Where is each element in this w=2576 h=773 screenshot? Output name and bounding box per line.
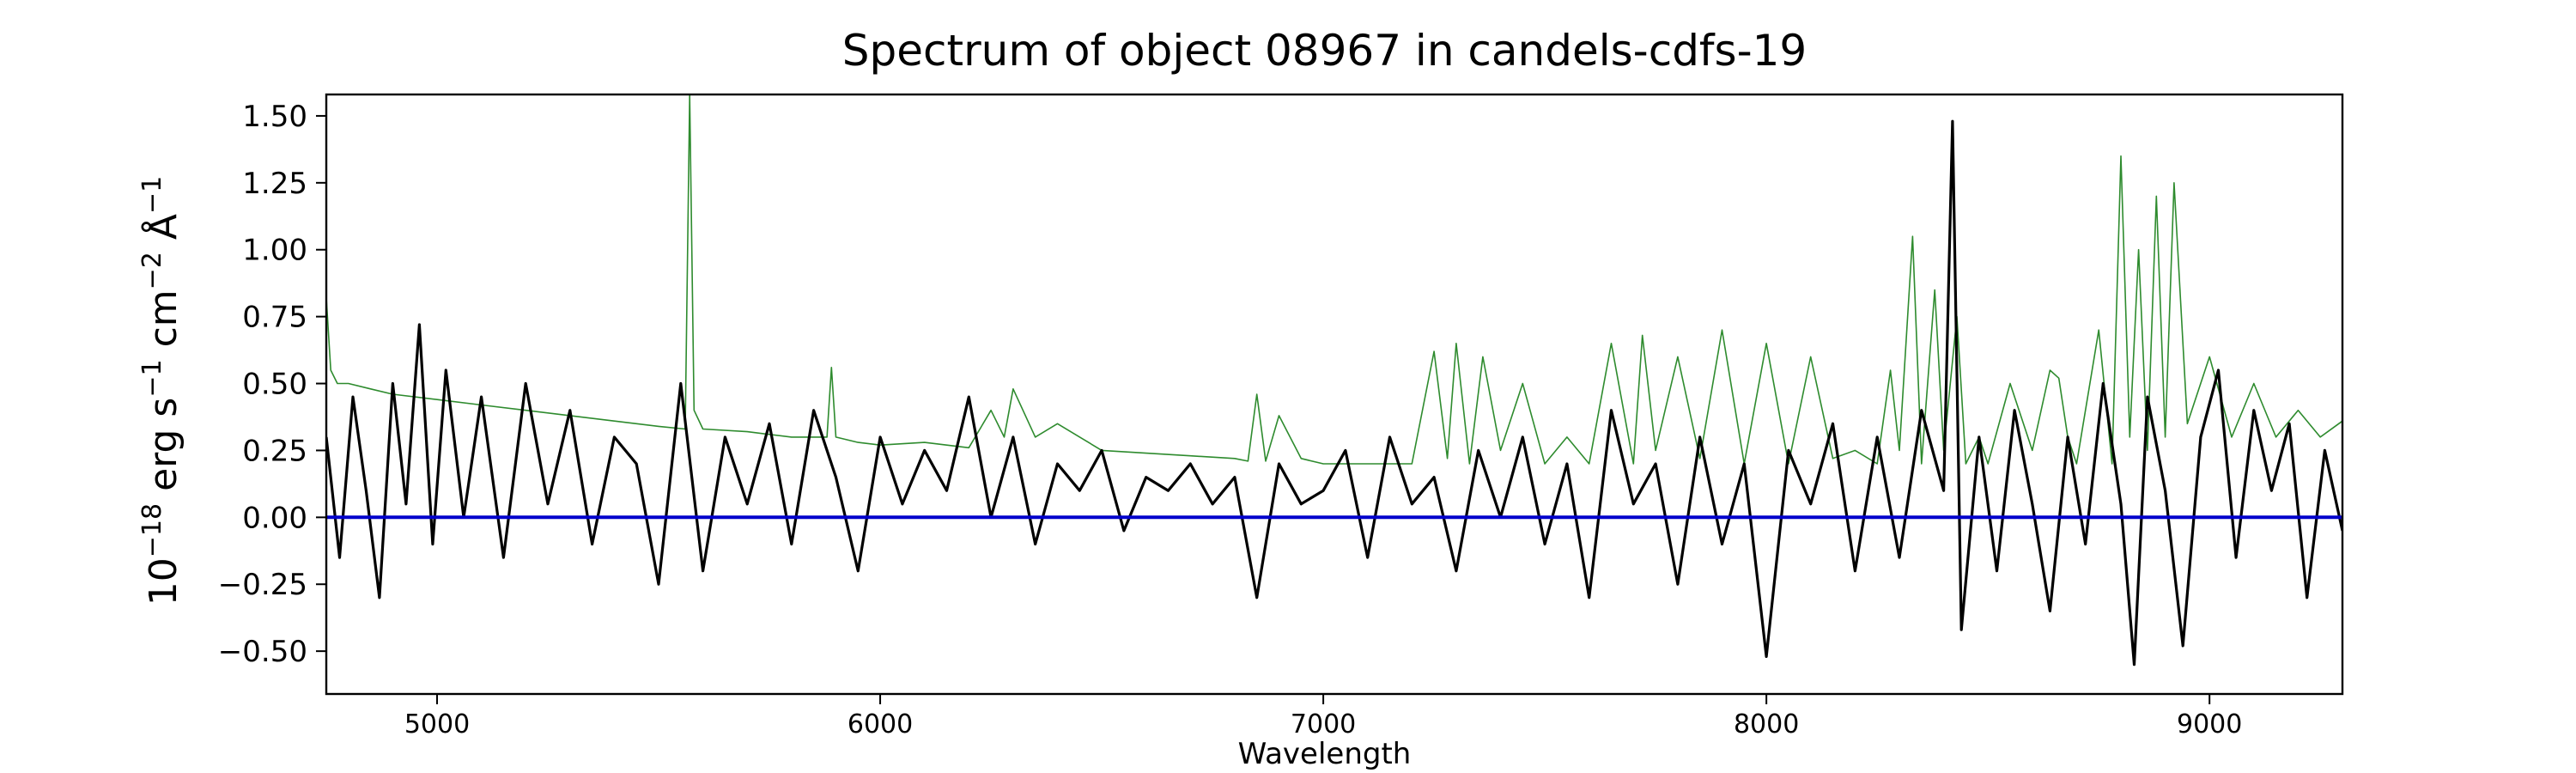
x-tick-label: 9000 (2177, 709, 2242, 740)
y-tick-label: 1.50 (242, 100, 307, 134)
series-line-1 (326, 94, 2342, 465)
axes-frame (325, 93, 2344, 696)
y-tick-label: 0.25 (242, 434, 307, 468)
y-tick-label: −0.25 (218, 568, 307, 602)
axes-layer: 5000 6000 7000 8000 9000 −0.50 −0.25 0.00 0.25 0.… (218, 93, 2344, 740)
chart-title: Spectrum of object 08967 in candels-cdfs… (841, 26, 1807, 76)
y-tick-label: 1.25 (242, 167, 307, 201)
x-tick-label: 6000 (848, 709, 913, 740)
x-tick-label: 7000 (1291, 709, 1356, 740)
x-axis-label: Wavelength (1237, 737, 1412, 771)
series-layer (326, 94, 2342, 666)
y-tick-label: 1.00 (242, 234, 307, 268)
y-tick-label: −0.50 (218, 635, 307, 669)
series-line-0 (326, 119, 2342, 666)
x-tick-label: 5000 (404, 709, 470, 740)
y-tick-label: 0.50 (242, 368, 307, 402)
y-tick-label: 0.75 (242, 301, 307, 335)
y-tick-label: 0.00 (242, 501, 307, 535)
x-tick-label: 8000 (1734, 709, 1799, 740)
